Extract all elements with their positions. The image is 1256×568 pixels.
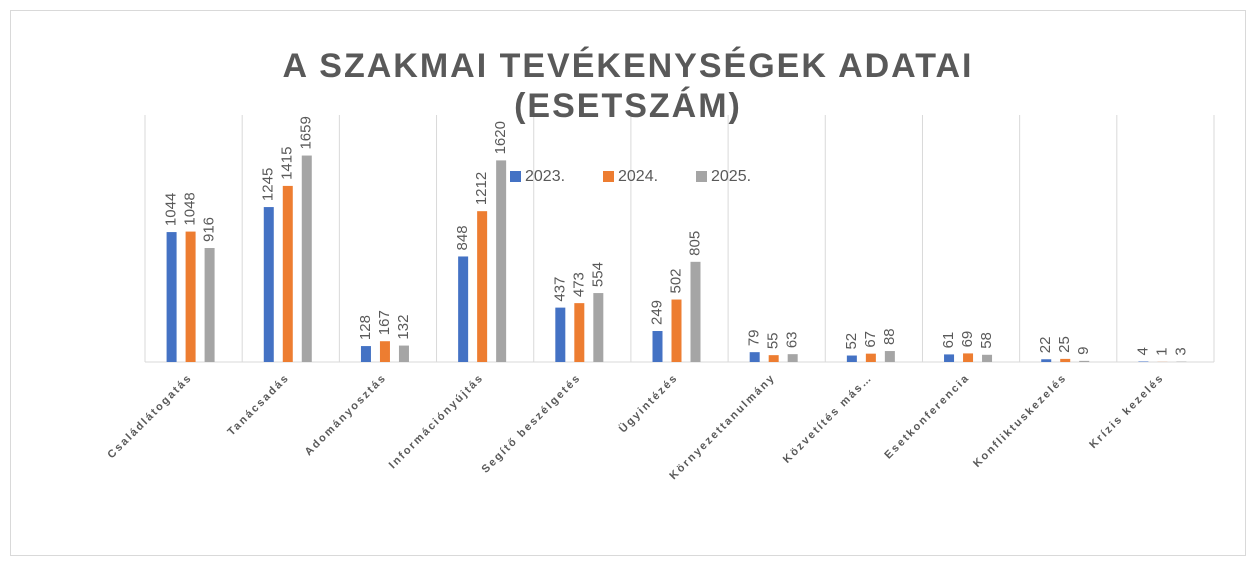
bar [671,299,682,362]
data-label: 554 [589,262,606,287]
bar [282,185,293,362]
bar [166,232,177,362]
bar [1060,358,1071,362]
data-label: 67 [862,331,879,348]
bar [204,248,215,362]
bar [846,355,857,362]
data-label: 52 [843,333,860,350]
x-tick-label: Ügyintézés [616,371,680,435]
legend-label: 2025. [711,168,751,185]
data-label: 69 [959,331,976,348]
data-label: 63 [784,331,801,348]
chart-border [10,10,1246,556]
bar [1041,359,1052,362]
data-label: 437 [551,277,568,302]
bar [301,155,312,362]
x-tick-label: Információnyújtás [387,372,487,472]
legend-swatch [696,171,707,182]
data-label: 132 [395,315,412,340]
data-label: 79 [746,329,763,346]
x-tick-label: Esetkonferencia [882,372,972,462]
x-tick-label: Környezettanulmány [667,372,777,482]
data-label: 3 [1172,347,1189,355]
x-tick-label: Tanácsadás [225,372,292,439]
bar [477,211,488,362]
bar [749,352,760,362]
bar [379,341,390,362]
data-label: 1245 [260,168,277,201]
x-tick-label: Családlátogatás [105,372,194,461]
bar [884,351,895,362]
data-label: 1048 [182,192,199,225]
data-label: 55 [765,332,782,349]
bar [555,307,566,362]
bar [768,355,779,362]
bar [1079,360,1090,362]
x-tick-label: Segítő beszélgetés [480,372,584,476]
data-label: 805 [686,231,703,256]
legend-label: 2023. [525,168,565,185]
bar [496,160,507,362]
data-label: 1659 [298,116,315,149]
bar [787,354,798,362]
data-label: 167 [376,310,393,335]
data-label: 249 [648,300,665,325]
bar [574,303,585,362]
data-label: 473 [570,272,587,297]
bar [944,354,955,362]
bar [982,354,993,362]
data-label: 58 [978,332,995,349]
bar [185,231,196,362]
data-label: 502 [667,268,684,293]
bar [690,261,701,362]
legend-label: 2024. [618,168,658,185]
bar [865,353,876,362]
x-tick-label: Közvetítés más… [781,372,875,466]
data-label: 1415 [279,147,296,180]
x-tick-label: Konfliktuskezelés [971,372,1069,470]
data-label: 61 [940,332,957,349]
legend-swatch [603,171,614,182]
data-label: 4 [1134,347,1151,355]
bar [360,346,371,362]
data-label: 916 [201,217,218,242]
data-label: 25 [1056,336,1073,353]
data-label: 9 [1075,347,1092,355]
data-label: 22 [1037,337,1054,354]
chart-title: A SZAKMAI TEVÉKENYSÉGEK ADATAI (ESETSZÁM… [282,47,974,125]
x-tick-label: Adományosztás [303,372,390,459]
bar [652,331,663,362]
bar [458,256,469,362]
data-label: 128 [357,315,374,340]
bar [593,293,604,362]
data-label: 1212 [473,172,490,205]
legend-swatch [510,171,521,182]
data-label: 1620 [492,121,509,154]
data-label: 88 [881,328,898,345]
data-label: 1044 [163,193,180,226]
bar [398,345,409,362]
data-label: 1 [1153,348,1170,356]
bar [263,207,274,362]
data-label: 848 [454,225,471,250]
bar [963,353,974,362]
x-tick-label: Krízis kezelés [1087,372,1166,451]
